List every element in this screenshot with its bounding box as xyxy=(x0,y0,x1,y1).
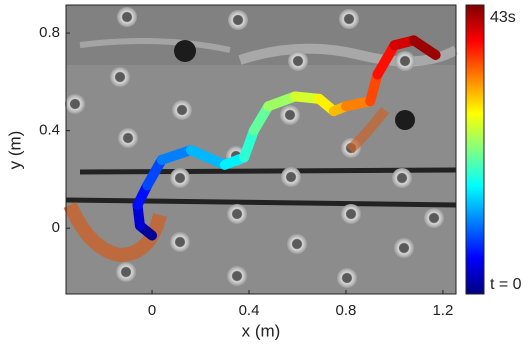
plot-frame xyxy=(65,4,457,295)
trajectory-segment xyxy=(185,145,230,170)
y-axis-label: y (m) xyxy=(5,131,24,170)
x-tick-label: 1.2 xyxy=(432,302,453,319)
colorbar-label: t = 0 xyxy=(490,276,522,293)
y-tick-label: 0.4 xyxy=(39,122,60,139)
y-tick-label: 0.8 xyxy=(39,24,60,41)
y-tick-label: 0 xyxy=(52,219,60,236)
trajectory-segment xyxy=(408,35,441,60)
trajectory-segment xyxy=(372,40,400,80)
trajectory xyxy=(132,35,441,241)
colorbar-label: 43s xyxy=(490,9,516,26)
trajectory-segment xyxy=(156,145,196,165)
x-tick-label: 0.8 xyxy=(336,302,357,319)
x-axis-label: x (m) xyxy=(242,321,281,340)
colorbar xyxy=(465,4,485,295)
x-tick-label: 0 xyxy=(148,302,156,319)
x-tick-label: 0.4 xyxy=(239,302,260,319)
